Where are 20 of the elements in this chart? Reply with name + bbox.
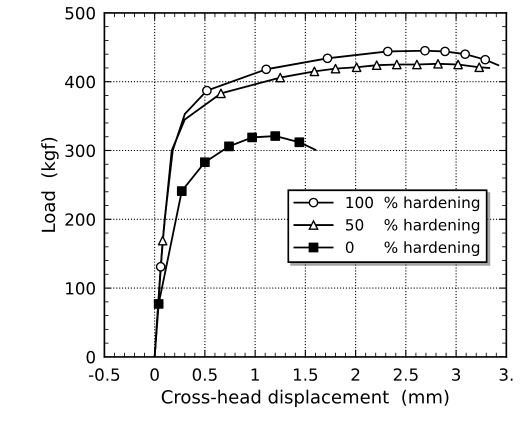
y-tick-label: 300 (66, 144, 95, 158)
y-tick-label: 500 (66, 6, 95, 20)
x-tick-label: 2 (352, 368, 360, 381)
x-tick-label: 1.5 (294, 368, 318, 381)
legend-label: 0 % hardening (346, 241, 480, 256)
y-tick-label: 200 (65, 213, 95, 226)
x-axis-title: Cross-head displacement (mm) (162, 390, 448, 408)
x-tick-label: 0.5 (192, 368, 217, 381)
y-tick-label: 400 (65, 76, 95, 88)
x-tick-label: 3 (452, 368, 460, 381)
y-tick-label: 100 (66, 282, 95, 295)
legend-label: 50 % hardening (346, 218, 480, 234)
legend-label: 100 % hardening (346, 196, 480, 212)
x-tick-label: 1 (252, 368, 259, 381)
x-tick-label: -0.5 (88, 368, 120, 381)
x-tick-label: 2.5 (394, 368, 418, 381)
y-axis-title: Load (kgf) (41, 138, 59, 232)
x-tick-label: 0 (150, 368, 159, 381)
x-tick-label: 3. (500, 368, 512, 381)
y-tick-label: 0 (86, 350, 95, 364)
